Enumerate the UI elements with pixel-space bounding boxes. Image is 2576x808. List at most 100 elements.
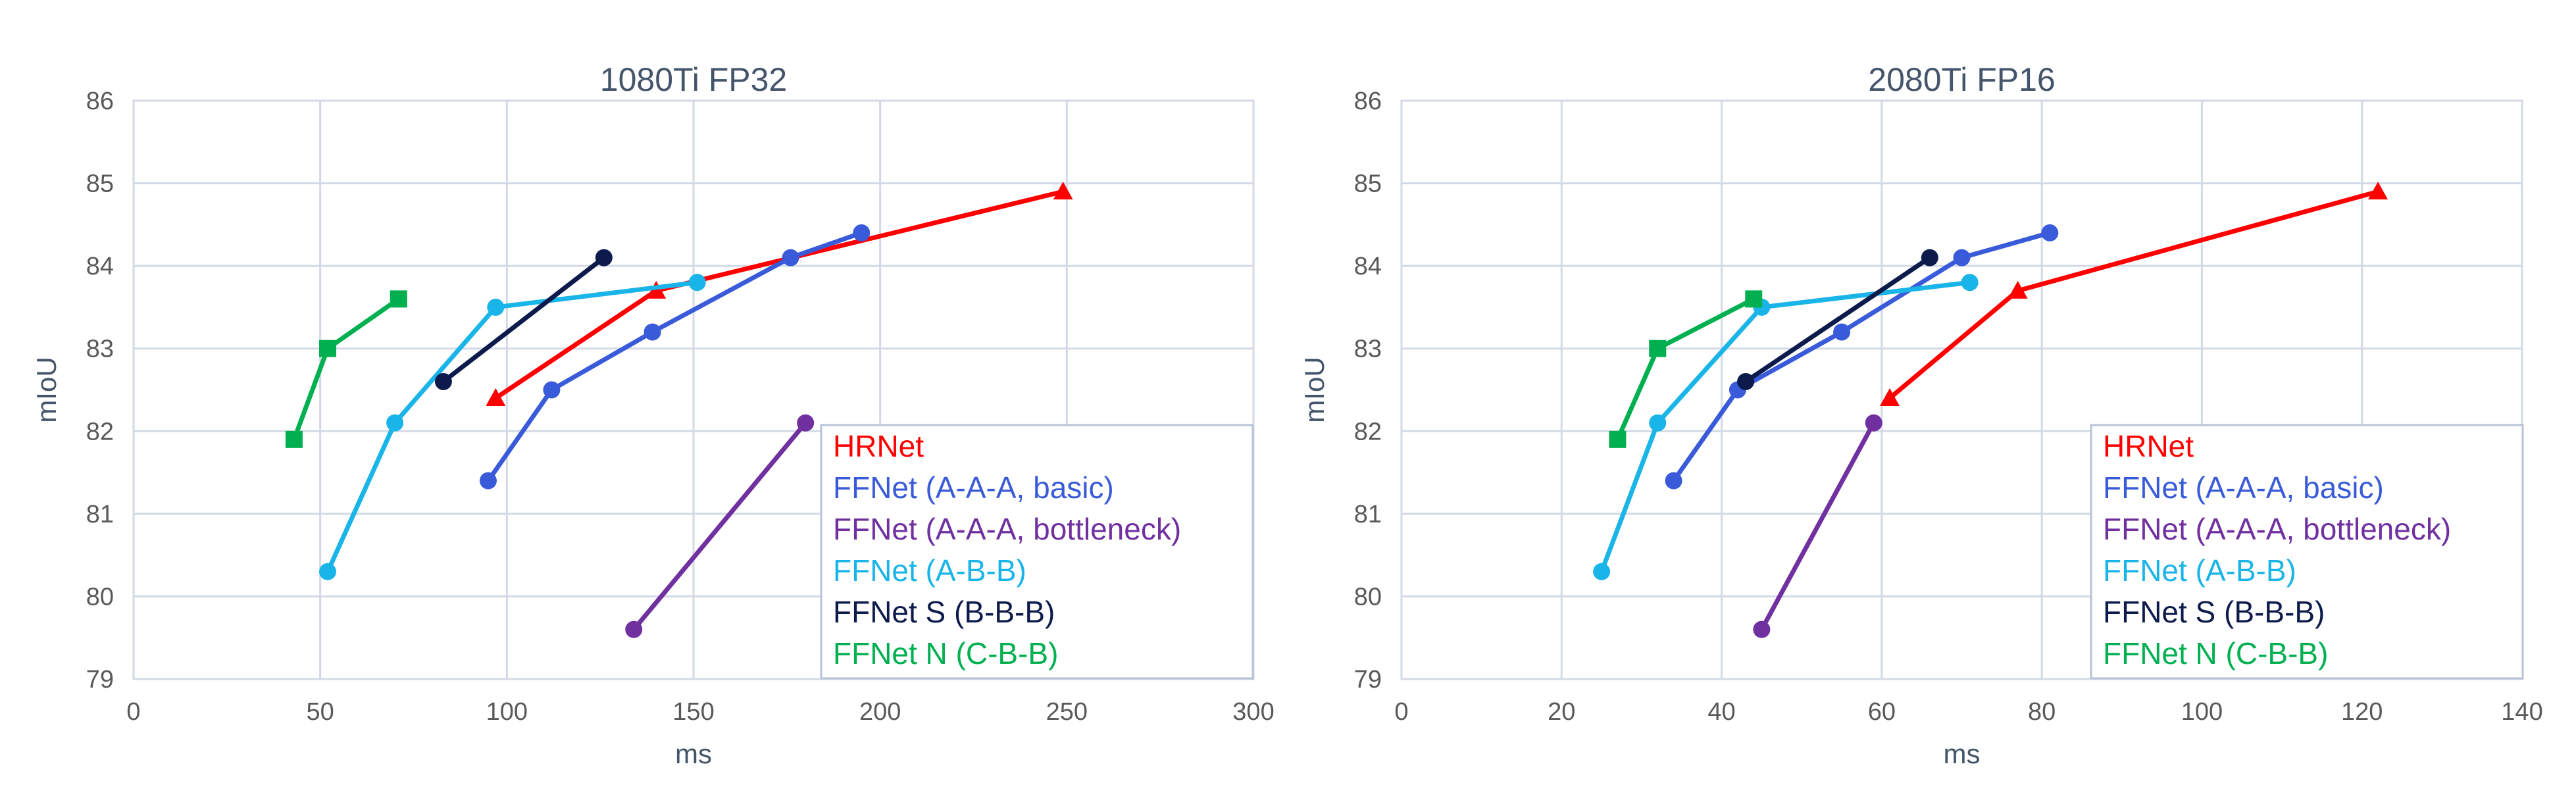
legend-entry: HRNet xyxy=(2103,429,2194,463)
legend-entry: HRNet xyxy=(833,429,924,463)
x-tick-label: 100 xyxy=(486,698,528,726)
x-tick-label: 0 xyxy=(126,698,140,726)
legend-entry: FFNet (A-A-A, basic) xyxy=(2103,470,2384,505)
series-line xyxy=(1759,420,1877,632)
data-point xyxy=(390,290,407,308)
data-point xyxy=(1745,290,1763,308)
series-line xyxy=(1615,296,1756,442)
series-ffnet-a-a-a-basic xyxy=(1665,224,2059,490)
legend-entry: FFNet N (C-B-B) xyxy=(2103,636,2328,670)
x-tick-label: 140 xyxy=(2501,698,2542,726)
series-ffnet-n-c-b-b xyxy=(1609,290,1763,448)
data-point xyxy=(2368,182,2388,200)
y-tick-label: 84 xyxy=(86,253,114,280)
data-point xyxy=(1753,620,1771,638)
series-line xyxy=(441,255,607,384)
y-tick-label: 80 xyxy=(86,583,114,611)
data-point xyxy=(853,224,871,241)
data-point xyxy=(486,388,506,407)
data-point xyxy=(2041,224,2059,241)
data-point xyxy=(625,620,643,638)
data-point xyxy=(1649,340,1667,357)
data-point xyxy=(319,340,337,357)
y-tick-label: 83 xyxy=(1354,336,1382,363)
x-tick-label: 200 xyxy=(859,698,901,726)
series-ffnet-a-a-a-bottleneck xyxy=(1753,414,1882,638)
data-point xyxy=(782,249,799,266)
series-ffnet-a-a-a-basic xyxy=(479,224,871,490)
x-tick-label: 0 xyxy=(1394,698,1408,726)
legend-entry: FFNet S (B-B-B) xyxy=(2103,595,2325,629)
data-point xyxy=(479,472,497,490)
series-ffnet-s-b-b-b xyxy=(434,249,613,390)
series-line xyxy=(1599,280,1973,574)
y-tick-label: 79 xyxy=(1354,666,1382,694)
data-point xyxy=(797,414,815,432)
legend-box xyxy=(2090,424,2524,680)
legend: HRNet FFNet (A-A-A, basic) FFNet (A-A-A, b… xyxy=(820,424,1254,680)
legend-entry: FFNet N (C-B-B) xyxy=(833,636,1058,670)
data-point xyxy=(1921,249,1938,266)
data-point xyxy=(1609,430,1627,448)
series-ffnet-n-c-b-b xyxy=(285,290,407,448)
y-tick-label: 79 xyxy=(86,666,114,694)
data-point xyxy=(1665,472,1682,490)
series-ffnet-a-b-b xyxy=(319,274,706,580)
data-point xyxy=(487,298,505,316)
data-point xyxy=(688,274,706,291)
data-point xyxy=(1737,372,1755,390)
series-line xyxy=(291,296,401,442)
series-hrnet xyxy=(1880,182,2388,407)
y-tick-label: 81 xyxy=(86,501,114,528)
series-ffnet-a-a-a-bottleneck xyxy=(625,414,815,638)
chart-title: 2080Ti FP16 xyxy=(1868,61,2055,98)
legend-entry: FFNet (A-A-A, bottleneck) xyxy=(833,512,1181,546)
legend: HRNet FFNet (A-A-A, basic) FFNet (A-A-A, b… xyxy=(2090,424,2524,680)
x-tick-label: 150 xyxy=(672,698,714,726)
legend-entry: FFNet (A-A-A, bottleneck) xyxy=(2103,512,2451,546)
x-tick-label: 60 xyxy=(1868,698,1896,726)
data-point xyxy=(319,563,337,580)
data-point xyxy=(1053,182,1073,200)
legend-entry: FFNet (A-B-B) xyxy=(2103,553,2296,588)
x-tick-label: 120 xyxy=(2341,698,2383,726)
data-point xyxy=(595,249,613,266)
data-point xyxy=(1649,414,1667,432)
data-point xyxy=(1961,274,1979,291)
y-tick-label: 82 xyxy=(1354,418,1382,445)
y-axis-label: mIoU xyxy=(31,357,62,422)
legend-entry: FFNet (A-B-B) xyxy=(833,553,1026,588)
y-tick-label: 85 xyxy=(1354,170,1382,198)
data-point xyxy=(2008,280,2028,299)
data-point xyxy=(1953,249,1971,266)
legend-entry: FFNet S (B-B-B) xyxy=(833,595,1055,629)
x-tick-label: 50 xyxy=(307,698,334,726)
x-tick-label: 100 xyxy=(2181,698,2223,726)
data-point xyxy=(644,323,661,341)
series-line xyxy=(1887,189,2381,401)
series-line xyxy=(631,420,808,632)
y-tick-label: 84 xyxy=(1354,253,1382,280)
x-tick-label: 20 xyxy=(1548,698,1575,726)
y-tick-label: 80 xyxy=(1354,583,1382,611)
series-line xyxy=(1743,255,1932,384)
series-line xyxy=(486,230,864,484)
chart-1: 79 80 81 82 83 84 85 86 0 50 100 150 200 250 300 1080Ti… xyxy=(31,61,1275,769)
series-line xyxy=(325,280,700,574)
chart-title: 1080Ti FP32 xyxy=(600,61,787,98)
y-axis-label: mIoU xyxy=(1299,357,1330,422)
legend-box xyxy=(820,424,1254,680)
data-point xyxy=(1880,388,1900,407)
series-hrnet xyxy=(486,182,1073,407)
x-tick-label: 80 xyxy=(2028,698,2056,726)
series-ffnet-s-b-b-b xyxy=(1737,249,1938,390)
y-tick-label: 86 xyxy=(1354,88,1382,115)
x-tick-label: 300 xyxy=(1232,698,1274,726)
data-point xyxy=(434,372,452,390)
data-point xyxy=(543,381,561,399)
y-tick-label: 83 xyxy=(86,336,114,363)
data-point xyxy=(1865,414,1882,432)
y-tick-label: 85 xyxy=(86,170,114,198)
series-ffnet-a-b-b xyxy=(1593,274,1979,580)
